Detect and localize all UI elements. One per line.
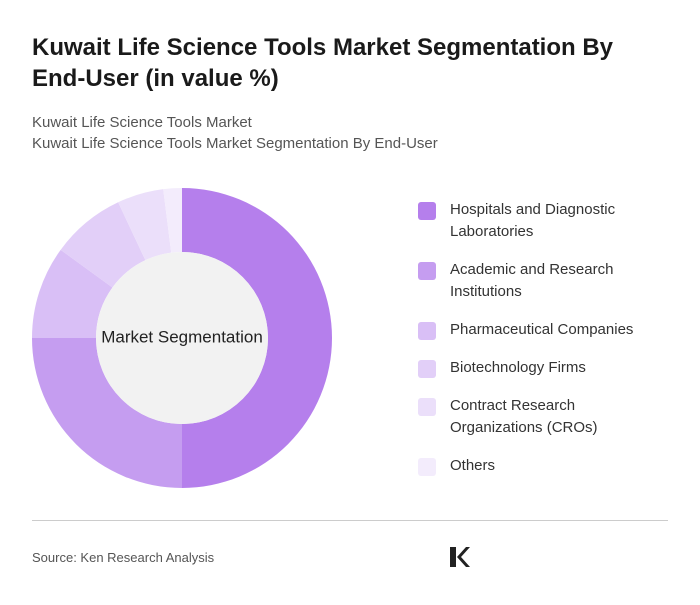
legend-swatch bbox=[418, 360, 436, 378]
donut-slice bbox=[118, 189, 172, 261]
legend-label: Hospitals and Diagnostic Laboratories bbox=[450, 201, 616, 240]
source: Source: Ken Research Analysis bbox=[32, 550, 215, 565]
legend-item: Hospitals and Diagnostic Laboratories bbox=[418, 199, 668, 243]
donut-slice bbox=[32, 338, 182, 488]
legend-item: Contract Research Organizations (CROs) bbox=[418, 395, 668, 439]
legend-item: Pharmaceutical Companies bbox=[418, 319, 668, 341]
legend-item: Academic and Research Institutions bbox=[418, 259, 668, 303]
legend-label: Biotechnology Firms bbox=[450, 359, 586, 376]
legend-swatch bbox=[418, 262, 436, 280]
legend: Hospitals and Diagnostic Laboratories Aca… bbox=[418, 199, 668, 477]
subtitle: Kuwait Life Science Tools Market Segment… bbox=[32, 135, 438, 152]
legend-swatch bbox=[418, 458, 436, 476]
legend-label: Academic and Research Institutions bbox=[450, 261, 614, 300]
logo-icon bbox=[450, 547, 470, 567]
subtitle: Kuwait Life Science Tools Market bbox=[32, 114, 252, 131]
donut-slice bbox=[32, 249, 113, 338]
donut-hole bbox=[96, 252, 268, 424]
legend-item: Others bbox=[418, 455, 668, 477]
legend-label: Others bbox=[450, 457, 496, 474]
donut-chart: Market Segmentation bbox=[32, 188, 332, 488]
divider bbox=[32, 520, 668, 521]
legend-swatch bbox=[418, 398, 436, 416]
legend-label: Contract Research Organizations (CROs) bbox=[450, 397, 598, 436]
logo bbox=[448, 545, 476, 569]
center-label: Market Segmentation bbox=[101, 327, 263, 346]
legend-item: Biotechnology Firms bbox=[418, 357, 668, 379]
donut-slice bbox=[182, 188, 332, 488]
chart-title: Kuwait Life Science Tools Market Segment… bbox=[32, 34, 614, 92]
legend-swatch bbox=[418, 202, 436, 220]
donut-slice bbox=[163, 188, 182, 253]
legend-swatch bbox=[418, 322, 436, 340]
donut-slice bbox=[60, 202, 146, 288]
legend-label: Pharmaceutical Companies bbox=[450, 321, 634, 338]
